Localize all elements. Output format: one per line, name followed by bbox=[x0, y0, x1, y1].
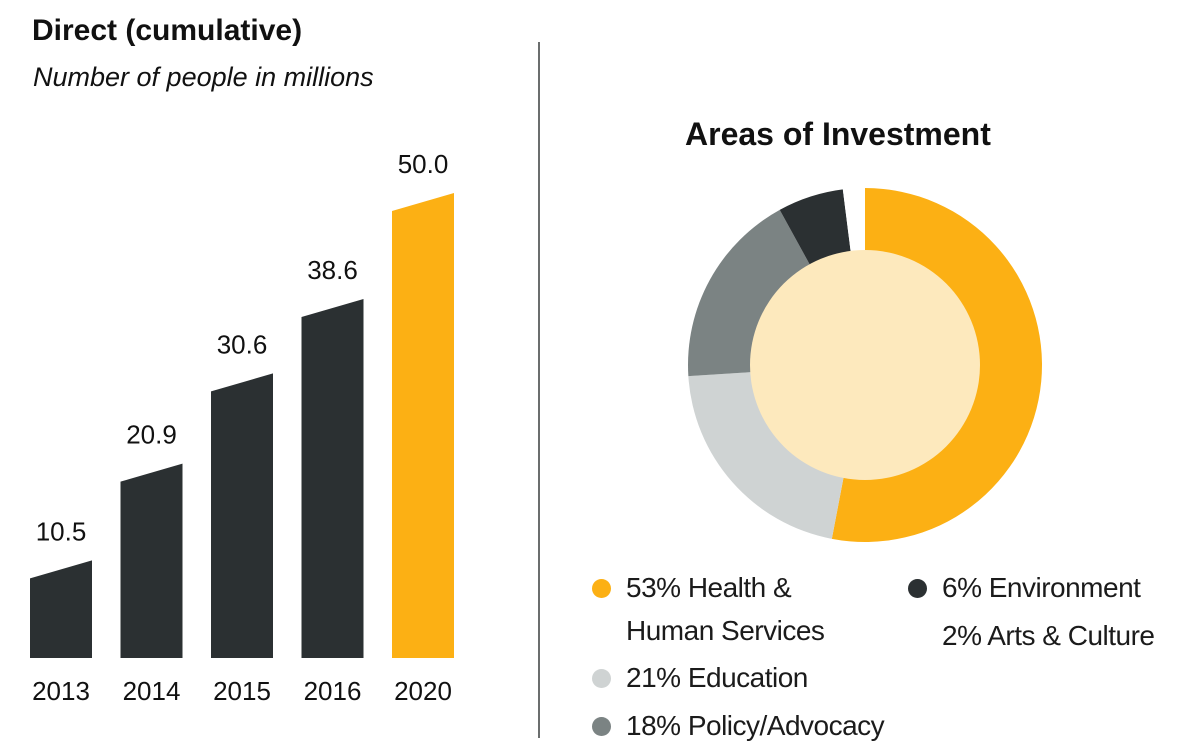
bar-2015 bbox=[211, 373, 273, 658]
legend-item-environment: 6% Environment bbox=[908, 566, 1188, 610]
legend-item-arts: 2% Arts & Culture bbox=[908, 614, 1188, 658]
legend-swatch-environment bbox=[908, 579, 927, 598]
x-tick-label-2014: 2014 bbox=[123, 676, 181, 706]
bar-value-label-2014: 20.9 bbox=[126, 420, 177, 450]
legend-item-education: 21% Education bbox=[592, 656, 882, 700]
legend-label-health-line1: 53% Health & bbox=[626, 572, 792, 603]
bar-2014 bbox=[120, 463, 183, 658]
legend-label-education: 21% Education bbox=[626, 662, 808, 693]
bar-value-label-2015: 30.6 bbox=[217, 329, 268, 359]
bar-value-label-2020: 50.0 bbox=[398, 149, 449, 179]
bar-2013 bbox=[30, 560, 92, 658]
x-tick-label-2016: 2016 bbox=[304, 676, 362, 706]
legend-label-arts: 2% Arts & Culture bbox=[942, 620, 1155, 651]
legend-swatch-education bbox=[592, 669, 611, 688]
legend-label-environment: 6% Environment bbox=[942, 572, 1141, 603]
x-tick-label-2015: 2015 bbox=[213, 676, 271, 706]
donut-center bbox=[750, 250, 980, 480]
bar-2016 bbox=[301, 299, 364, 658]
x-tick-label-2013: 2013 bbox=[32, 676, 90, 706]
bar-2020 bbox=[392, 193, 454, 658]
x-tick-label-2020: 2020 bbox=[394, 676, 452, 706]
bar-chart-title: Direct (cumulative) bbox=[32, 14, 303, 47]
legend-item-policy: 18% Policy/Advocacy bbox=[592, 704, 912, 748]
legend-swatch-health bbox=[592, 579, 611, 598]
legend-label-health-line2: Human Services bbox=[626, 615, 825, 646]
bar-value-label-2016: 38.6 bbox=[307, 255, 358, 285]
legend-swatch-policy bbox=[592, 717, 611, 736]
bar-chart: 10.5 2013 20.9 2014 30.6 2015 38.6 2016 50.0 2020 bbox=[30, 149, 454, 706]
legend-item-health: 53% Health & Human Services bbox=[592, 566, 882, 656]
divider bbox=[538, 42, 540, 738]
pie-chart-title: Areas of Investment bbox=[685, 116, 991, 152]
bar-chart-subtitle: Number of people in millions bbox=[33, 62, 374, 92]
legend-label-policy: 18% Policy/Advocacy bbox=[626, 710, 885, 741]
bar-value-label-2013: 10.5 bbox=[36, 516, 87, 546]
